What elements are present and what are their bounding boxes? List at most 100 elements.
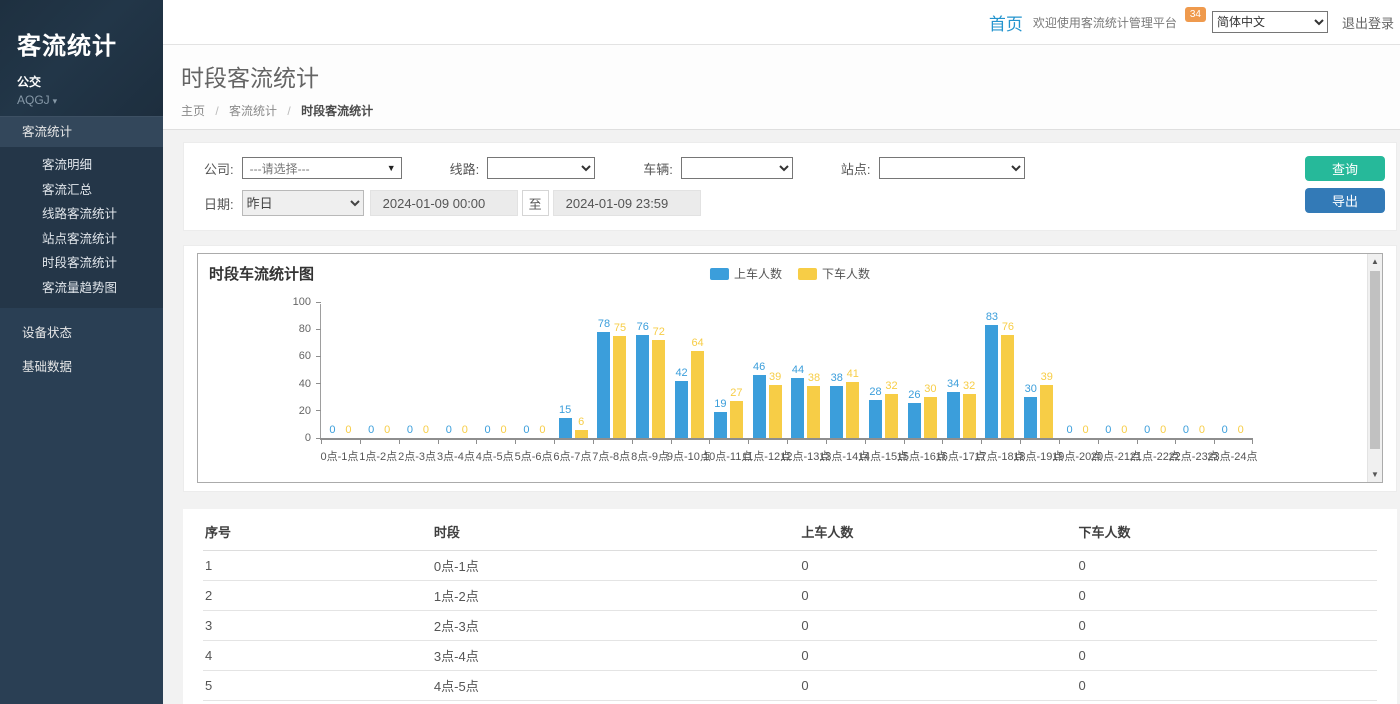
welcome-text: 欢迎使用客流统计管理平台 [1032, 15, 1177, 30]
to-separator: 至 [521, 190, 549, 216]
scroll-up-icon[interactable]: ▲ [1368, 254, 1382, 269]
breadcrumb-current: 时段客流统计 [301, 104, 374, 118]
bar-value-label: 0 [461, 424, 468, 436]
language-select[interactable]: 简体中文 [1211, 11, 1328, 33]
table-header-cell: 上车人数 [799, 511, 1077, 551]
export-button[interactable]: 导出 [1305, 188, 1385, 213]
scrollbar-thumb[interactable] [1370, 271, 1380, 449]
period-stats-table: 序号 时段 上车人数 下车人数 1 0点-1点 0 0 2 1点-2点 0 0 3 2点-3点 0 0 4 3点… [203, 511, 1377, 704]
bar [869, 399, 883, 438]
sidebar-item-base-data[interactable]: 基础数据 [22, 360, 73, 374]
table-cell: 5 [203, 670, 432, 701]
bar-value-label: 0 [1121, 424, 1128, 436]
page-header: 时段客流统计 主页 / 客流统计 / 时段客流统计 [163, 45, 1400, 130]
x-axis-label: 14点-15点 [857, 451, 909, 463]
bar-value-label: 39 [1040, 370, 1053, 383]
company-select[interactable]: ---请选择--- ▼ [241, 157, 402, 179]
sidebar-item-flow-trend-chart[interactable]: 客流量趋势图 [42, 280, 118, 295]
legend-item[interactable]: 上车人数 [709, 265, 782, 282]
table-header-cell: 下车人数 [1076, 511, 1377, 551]
sidebar-item-period-flow-stats[interactable]: 时段客流统计 [42, 256, 118, 270]
sidebar-item-station-flow-stats[interactable]: 站点客流统计 [42, 231, 118, 246]
bar [885, 394, 899, 438]
bar [691, 350, 705, 438]
table-header-cell: 序号 [203, 511, 432, 551]
date-to-input[interactable]: 2024-01-09 23:59 [552, 190, 701, 216]
home-link[interactable]: 首页 [988, 14, 1023, 34]
sidebar-item-flow-detail[interactable]: 客流明细 [42, 158, 93, 172]
bar-value-label: 0 [1221, 424, 1228, 436]
breadcrumb: 主页 / 客流统计 / 时段客流统计 [181, 104, 374, 118]
query-button[interactable]: 查询 [1305, 156, 1385, 181]
sidebar-item-device-status[interactable]: 设备状态 [22, 326, 73, 340]
dropdown-arrow-icon: ▼ [386, 163, 396, 173]
table-row: 4 3点-4点 0 0 [203, 640, 1377, 671]
bar-value-label: 44 [791, 364, 805, 377]
vehicle-select[interactable] [680, 157, 793, 179]
table-row: 2 1点-2点 0 0 [203, 580, 1377, 611]
table-cell: 0点-1点 [431, 550, 800, 581]
bar-value-label: 0 [1237, 424, 1244, 436]
table-cell: 2点-3点 [431, 610, 800, 641]
table-cell: 2 [203, 580, 432, 611]
chart-scrollbar[interactable]: ▲ ▼ [1367, 254, 1382, 482]
legend-item[interactable]: 下车人数 [798, 265, 870, 282]
bar-value-label: 41 [846, 368, 859, 381]
bar-value-label: 0 [1144, 424, 1151, 436]
date-label: 日期: [204, 196, 234, 212]
x-axis-label: 0点-1点 [320, 451, 359, 463]
x-axis-label: 16点-17点 [935, 451, 986, 463]
date-preset-select[interactable]: 昨日 [241, 190, 364, 216]
y-tick-label: 0 [304, 432, 311, 444]
scroll-down-icon[interactable]: ▼ [1368, 467, 1382, 482]
x-axis-label: 18点-19点 [1013, 451, 1064, 463]
x-axis-label: 15点-16点 [896, 451, 947, 463]
bar-value-label: 0 [500, 424, 507, 436]
notification-badge[interactable]: 34 [1184, 6, 1206, 22]
bar [791, 378, 805, 438]
bar-group: 28 32 [864, 304, 903, 438]
date-from-input[interactable]: 2024-01-09 00:00 [369, 190, 518, 216]
table-cell: 0 [1076, 640, 1377, 671]
station-select[interactable] [878, 157, 1025, 179]
bar [752, 375, 766, 438]
x-axis-label: 3点-4点 [436, 451, 475, 463]
chart-panel: 时段车流统计图 上车人数 下车人数 0 0 0 0 0 0 0 0 0 0 0 0 15 6 78 75 76 72… [183, 245, 1397, 492]
breadcrumb-passenger-stats[interactable]: 客流统计 [229, 104, 278, 118]
legend-swatch-icon [709, 267, 729, 280]
table-cell: 0 [799, 580, 1077, 611]
table-cell: 0 [799, 610, 1077, 641]
bar-group: 44 38 [787, 304, 826, 438]
bar-group: 42 64 [670, 304, 709, 438]
x-axis-label: 2点-3点 [398, 451, 437, 463]
table-row: 1 0点-1点 0 0 [203, 550, 1377, 581]
bar [675, 380, 689, 438]
main-area: 首页 欢迎使用客流统计管理平台 34 简体中文 退出登录 时段客流统计 主页 /… [163, 0, 1400, 704]
line-select[interactable] [487, 157, 596, 179]
sidebar-item-flow-summary[interactable]: 客流汇总 [42, 182, 93, 197]
sidebar-item-passenger-stats[interactable]: 客流统计 [0, 116, 163, 147]
sidebar-item-line-flow-stats[interactable]: 线路客流统计 [42, 207, 118, 221]
table-cell: 4 [203, 640, 432, 671]
chart-x-axis-labels: 0点-1点 1点-2点 2点-3点 3点-4点 4点-5点 5点-6点 6点-7点 7点-8点… [320, 448, 1257, 464]
logout-link[interactable]: 退出登录 [1341, 15, 1394, 31]
table-cell: 3 [203, 610, 432, 641]
bar [807, 386, 821, 438]
bar-value-label: 38 [830, 372, 843, 385]
breadcrumb-home[interactable]: 主页 [181, 104, 206, 118]
bar [985, 325, 999, 438]
bar-value-label: 28 [869, 385, 882, 398]
app-logo: 客流统计 [17, 33, 117, 60]
bar [558, 417, 572, 438]
table-cell: 0 [1076, 610, 1377, 641]
y-tick-label: 100 [292, 296, 311, 308]
org-code-dropdown[interactable]: AQGJ ▾ [17, 93, 58, 107]
x-axis-label: 21点-22点 [1129, 451, 1180, 463]
page-content: 公司: ---请选择--- ▼ 线路: 车辆: 站点: [163, 130, 1400, 704]
bar-group: 19 27 [709, 304, 748, 438]
station-label: 站点: [840, 161, 871, 177]
org-name: 公交 [17, 75, 42, 89]
bar-value-label: 0 [1160, 424, 1167, 436]
